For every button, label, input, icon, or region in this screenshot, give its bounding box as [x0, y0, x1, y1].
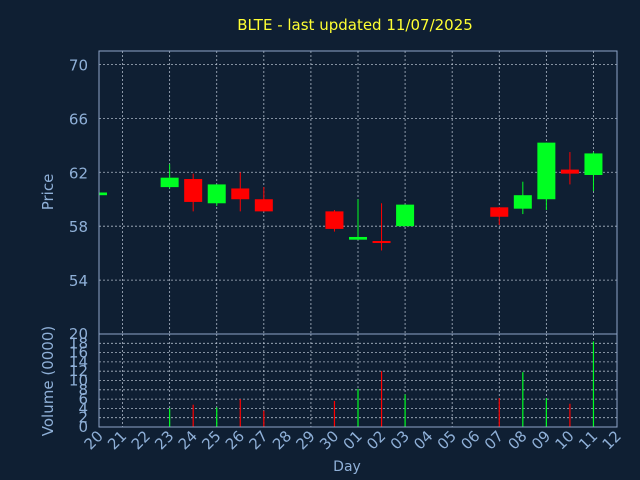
- candle: [254, 187, 273, 212]
- day-tick-label: 23: [151, 427, 177, 453]
- candle-body: [372, 241, 391, 244]
- volume-tick-label: 12: [69, 362, 88, 380]
- day-tick-label: 01: [340, 427, 366, 453]
- day-tick-label: 03: [387, 427, 413, 453]
- candle: [513, 181, 532, 215]
- volume-tick-label: 18: [69, 334, 88, 352]
- candle: [325, 210, 344, 232]
- candle-body: [513, 195, 532, 209]
- day-tick-label: 07: [481, 427, 507, 453]
- day-tick-label: 30: [316, 427, 342, 453]
- day-tick-label: 06: [457, 427, 483, 453]
- day-tick-label: 29: [293, 427, 319, 453]
- candle-body: [325, 211, 344, 229]
- volume-panel-frame: [98, 333, 618, 428]
- candle-body: [349, 236, 367, 240]
- day-tick-label: 11: [575, 427, 601, 453]
- candle: [207, 184, 226, 206]
- volume-tick-label: 8: [78, 381, 88, 399]
- candle: [98, 192, 107, 196]
- candle-body: [490, 207, 509, 217]
- candle: [349, 199, 367, 240]
- day-tick-label: 26: [222, 427, 248, 453]
- candle-body: [99, 192, 107, 196]
- day-tick-label: 12: [599, 427, 625, 453]
- candle: [560, 152, 579, 185]
- candle-body: [396, 204, 415, 227]
- price-tick-label: 66: [69, 110, 88, 128]
- day-axis-ticks: 2021222324252627282930010203040506070809…: [81, 427, 625, 453]
- day-tick-label: 10: [552, 427, 578, 453]
- day-tick-label: 21: [104, 427, 130, 453]
- candle: [396, 204, 415, 227]
- candle-body: [184, 179, 203, 202]
- day-tick-label: 28: [269, 427, 295, 453]
- day-tick-label: 08: [504, 427, 530, 453]
- day-tick-label: 05: [434, 427, 460, 453]
- volume-tick-label: 16: [69, 344, 88, 362]
- price-tick-label: 54: [69, 272, 88, 290]
- candle: [490, 207, 509, 225]
- candle-body: [160, 177, 179, 188]
- day-tick-label: 09: [528, 427, 554, 453]
- price-tick-label: 58: [69, 218, 88, 236]
- candle: [372, 203, 391, 251]
- volume-bars: [169, 341, 595, 427]
- day-tick-label: 22: [128, 427, 154, 453]
- day-tick-label: 24: [175, 427, 201, 453]
- volume-axis-label: Volume (0000): [39, 326, 57, 436]
- candle-body: [254, 199, 273, 212]
- candle-body: [584, 153, 603, 175]
- candle: [584, 152, 603, 192]
- day-tick-label: 04: [410, 427, 436, 453]
- candle: [231, 172, 250, 212]
- candle: [537, 142, 556, 211]
- volume-tick-label: 6: [78, 390, 88, 408]
- volume-tick-label: 2: [78, 409, 88, 427]
- price-axis-label: Price: [39, 174, 57, 211]
- candle-body: [560, 169, 579, 174]
- day-tick-label: 25: [198, 427, 224, 453]
- price-axis-ticks: 54 58 62 66 70: [69, 56, 88, 290]
- volume-tick-label: 10: [69, 372, 88, 390]
- day-axis-label: Day: [333, 459, 361, 475]
- volume-tick-label: 0: [78, 418, 88, 436]
- day-tick-label: 02: [363, 427, 389, 453]
- candle: [160, 164, 179, 189]
- candle-body: [537, 142, 556, 200]
- chart-title: BLTE - last updated 11/07/2025: [237, 16, 473, 34]
- candles: [98, 142, 603, 251]
- day-tick-label: 27: [245, 427, 271, 453]
- price-tick-label: 62: [69, 164, 88, 182]
- volume-tick-label: 14: [69, 353, 88, 371]
- candle-body: [231, 188, 250, 200]
- candle: [184, 173, 203, 212]
- price-tick-label: 70: [69, 56, 88, 74]
- candle-body: [207, 184, 226, 204]
- volume-tick-label: 4: [78, 399, 88, 417]
- volume-tick-label: 20: [69, 325, 88, 343]
